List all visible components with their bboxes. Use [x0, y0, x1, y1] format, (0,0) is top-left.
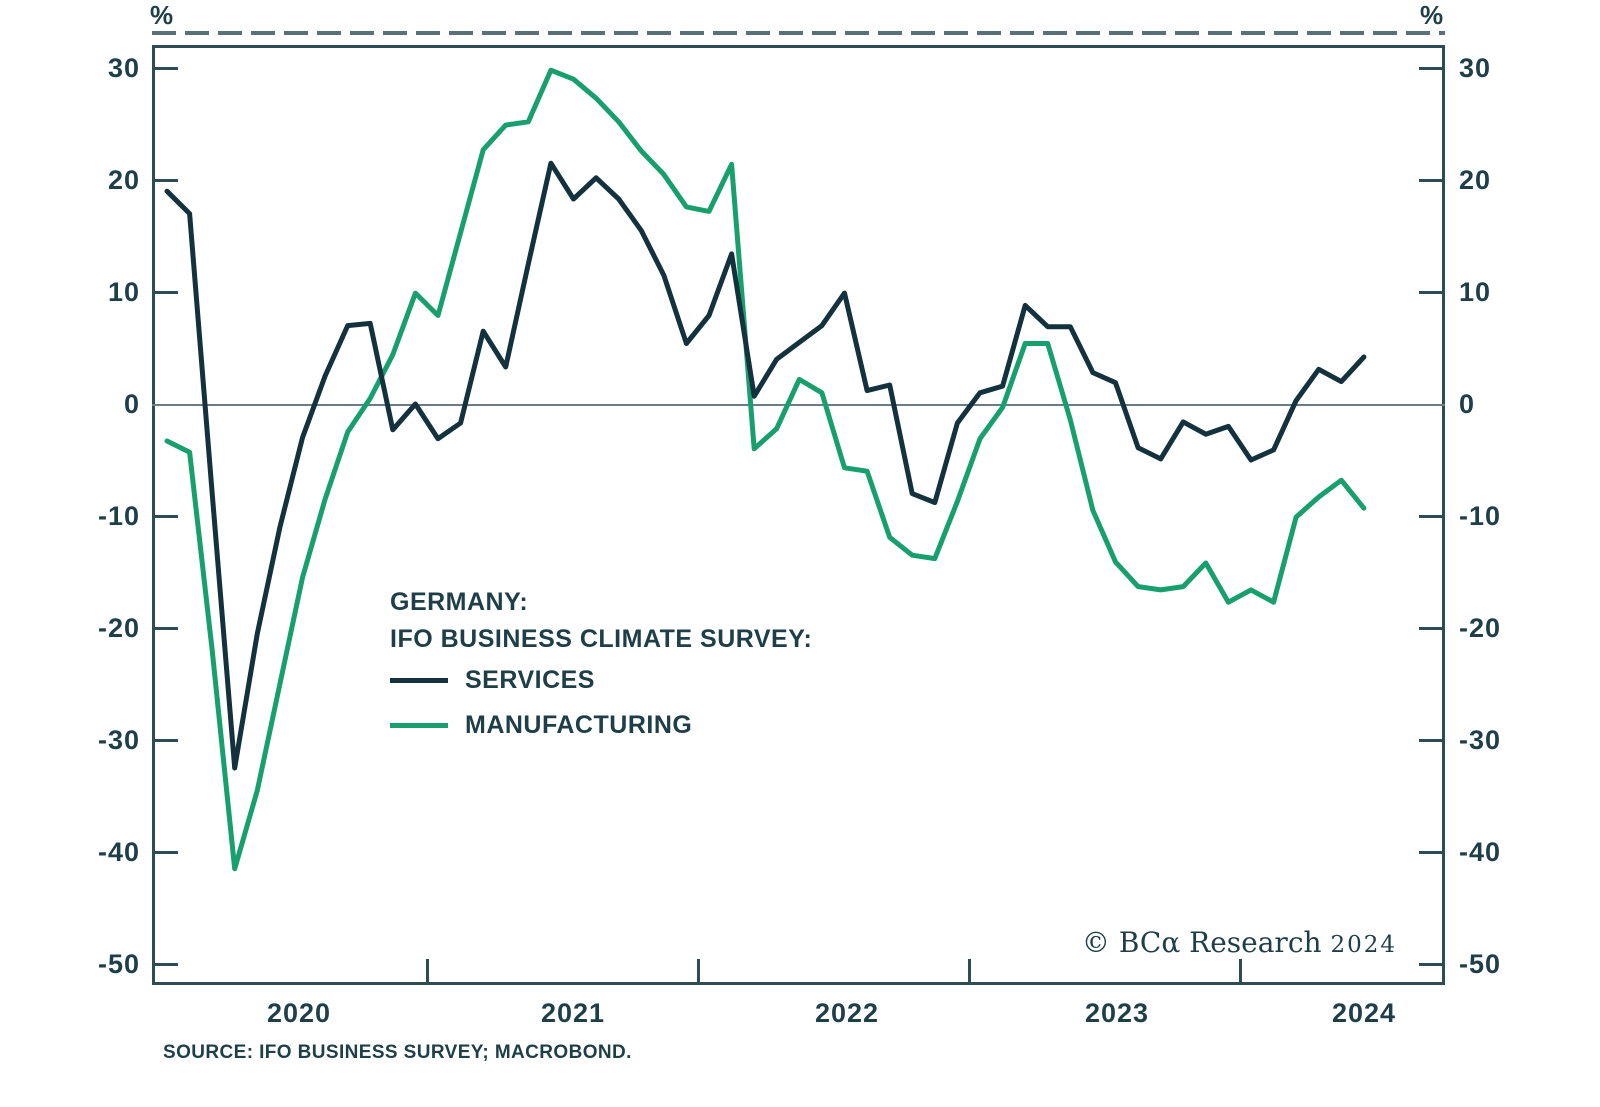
- y-axis-tick-label-left: 20: [107, 165, 140, 195]
- services-line-swatch: [390, 678, 448, 683]
- y-axis-tickmark-left: [152, 850, 178, 854]
- x-axis-year-label: 2020: [266, 998, 332, 1028]
- y-axis-tick-label-left: 10: [107, 277, 140, 307]
- line-chart: [164, 67, 1367, 872]
- y-axis-tickmark-left: [152, 514, 178, 518]
- y-axis-tick-label-left: -40: [97, 837, 140, 867]
- bca-research-logo: © BCα Research 2024: [1082, 926, 1397, 959]
- y-axis-tickmark-right: [1419, 290, 1445, 294]
- y-axis-tickmark-right: [1419, 962, 1445, 966]
- chart-legend: GERMANY: IFO BUSINESS CLIMATE SURVEY: SE…: [390, 584, 812, 748]
- y-axis-tickmark-right: [1419, 66, 1445, 70]
- y-axis-unit-left: %: [150, 0, 174, 30]
- y-axis-tick-label-left: -10: [97, 501, 140, 531]
- y-axis-unit-right: %: [1420, 0, 1444, 30]
- legend-label-manufacturing: MANUFACTURING: [465, 711, 693, 739]
- y-axis-tick-label-left: -50: [97, 949, 140, 979]
- manufacturing-line: [164, 67, 1367, 872]
- y-axis-tickmark-right: [1419, 626, 1445, 630]
- top-dashed-rule: [152, 31, 1445, 35]
- y-axis-tick-label-left: 0: [123, 389, 140, 419]
- y-axis-tick-label-left: -20: [97, 613, 140, 643]
- source-note: SOURCE: IFO BUSINESS SURVEY; MACROBOND.: [163, 1042, 632, 1063]
- manufacturing-line-swatch: [390, 723, 448, 728]
- x-axis-year-label: 2023: [1084, 998, 1150, 1028]
- y-axis-tick-label-right: 30: [1459, 53, 1492, 83]
- x-axis-year-tickmark: [1238, 959, 1242, 985]
- legend-item-services: SERVICES: [390, 658, 812, 703]
- y-axis-tick-label-right: -50: [1459, 949, 1502, 979]
- copyright-text: © BCα Research: [1081, 926, 1322, 959]
- y-axis-tickmark-left: [152, 178, 178, 182]
- x-axis-year-tickmark: [696, 959, 700, 985]
- y-axis-tick-label-right: 10: [1459, 277, 1492, 307]
- y-axis-tickmark-right: [1419, 850, 1445, 854]
- legend-label-services: SERVICES: [465, 666, 595, 694]
- plot-area: [152, 45, 1445, 985]
- x-axis-year-label: 2024: [1331, 998, 1397, 1028]
- y-axis-tick-label-right: 0: [1459, 389, 1476, 419]
- y-axis-tick-label-right: -20: [1459, 613, 1502, 643]
- legend-title-line-2: IFO BUSINESS CLIMATE SURVEY:: [390, 625, 813, 653]
- y-axis-tick-label-left: 30: [107, 53, 140, 83]
- y-axis-tickmark-left: [152, 66, 178, 70]
- x-axis-year-label: 2022: [814, 998, 880, 1028]
- y-axis-tick-label-right: -30: [1459, 725, 1502, 755]
- y-axis-tickmark-left: [152, 962, 178, 966]
- copyright-year: 2024: [1330, 932, 1397, 958]
- y-axis-tickmark-right: [1419, 738, 1445, 742]
- x-axis-year-tickmark: [967, 959, 971, 985]
- y-axis-tick-label-right: -10: [1459, 501, 1502, 531]
- x-axis-year-tickmark: [425, 959, 429, 985]
- y-axis-tick-label-left: -30: [97, 725, 140, 755]
- zero-gridline: [152, 404, 1445, 406]
- y-axis-tickmark-left: [152, 626, 178, 630]
- y-axis-tick-label-right: 20: [1459, 165, 1492, 195]
- y-axis-tickmark-right: [1419, 514, 1445, 518]
- services-line: [164, 160, 1367, 771]
- y-axis-tickmark-left: [152, 290, 178, 294]
- legend-title-line-1: GERMANY:: [390, 588, 529, 616]
- y-axis-tickmark-right: [1419, 178, 1445, 182]
- y-axis-tick-label-right: -40: [1459, 837, 1502, 867]
- legend-item-manufacturing: MANUFACTURING: [390, 703, 812, 748]
- y-axis-tickmark-left: [152, 738, 178, 742]
- x-axis-year-label: 2021: [540, 998, 606, 1028]
